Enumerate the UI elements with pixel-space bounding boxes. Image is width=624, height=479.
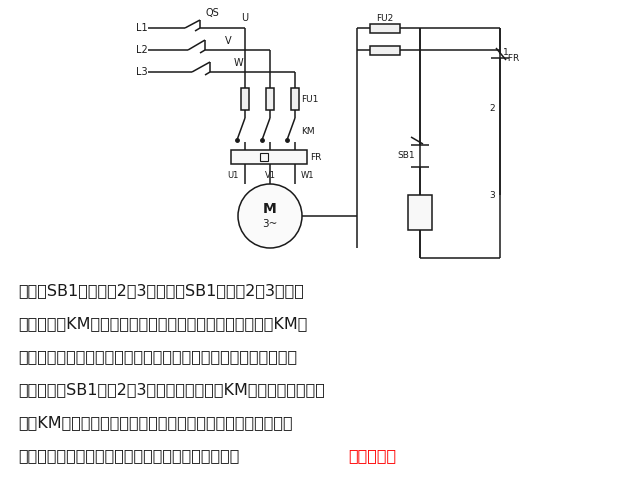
Text: 速行程以及有调整功能的机床中也常采用。其应用是很广泛的。: 速行程以及有调整功能的机床中也常采用。其应用是很广泛的。 xyxy=(18,448,288,463)
Text: FU2: FU2 xyxy=(376,13,394,23)
Bar xyxy=(408,195,432,230)
Text: 很广泛的。: 很广泛的。 xyxy=(349,448,397,463)
Text: M: M xyxy=(263,202,277,216)
Text: FU1: FU1 xyxy=(301,94,318,103)
Bar xyxy=(231,150,307,164)
Text: L3: L3 xyxy=(137,67,148,77)
Text: KM: KM xyxy=(301,126,314,136)
Text: U: U xyxy=(241,13,248,23)
Text: 同时KM的常开触点断开，电动机停止转动。这种控制电路在快: 同时KM的常开触点断开，电动机停止转动。这种控制电路在快 xyxy=(18,415,293,430)
Bar xyxy=(266,88,274,110)
Text: U1: U1 xyxy=(228,171,239,180)
Text: W1: W1 xyxy=(301,171,314,180)
Text: 当松开按鈕SB1时，2、3两点断开，接触器KM的线圈失压释放，: 当松开按鈕SB1时，2、3两点断开，接触器KM的线圈失压释放， xyxy=(18,382,325,397)
Text: SB1: SB1 xyxy=(397,150,415,160)
Text: W: W xyxy=(233,58,243,68)
Text: 常开主触点闭合，使电动机接通三相交流电源，按规定方向旋转。: 常开主触点闭合，使电动机接通三相交流电源，按规定方向旋转。 xyxy=(18,349,297,364)
Text: 3: 3 xyxy=(489,191,495,199)
Bar xyxy=(260,153,268,161)
Text: FR: FR xyxy=(505,54,519,62)
Text: FR: FR xyxy=(310,152,321,161)
Bar xyxy=(370,23,400,33)
Text: L2: L2 xyxy=(136,45,148,55)
Text: L1: L1 xyxy=(137,23,148,33)
Text: 通，接触器KM线圈有电流流过，接触器的吸引衔鐵吸合，KM的: 通，接触器KM线圈有电流流过，接触器的吸引衔鐵吸合，KM的 xyxy=(18,316,308,331)
Text: 速行程以及有调整功能的机床中也常采用。其应用是: 速行程以及有调整功能的机床中也常采用。其应用是 xyxy=(18,448,240,463)
Text: 3~: 3~ xyxy=(262,219,278,229)
Text: V1: V1 xyxy=(265,171,276,180)
Text: V: V xyxy=(225,36,232,46)
Text: QS: QS xyxy=(205,8,219,18)
Bar xyxy=(370,46,400,55)
Text: 将按鈕SB1按下，使2与3之间触点SB1闭合，2、3两点接: 将按鈕SB1按下，使2与3之间触点SB1闭合，2、3两点接 xyxy=(18,283,304,298)
Text: 1: 1 xyxy=(503,47,509,57)
Bar xyxy=(291,88,299,110)
Text: 2: 2 xyxy=(489,103,495,113)
Circle shape xyxy=(238,184,302,248)
Bar xyxy=(241,88,249,110)
